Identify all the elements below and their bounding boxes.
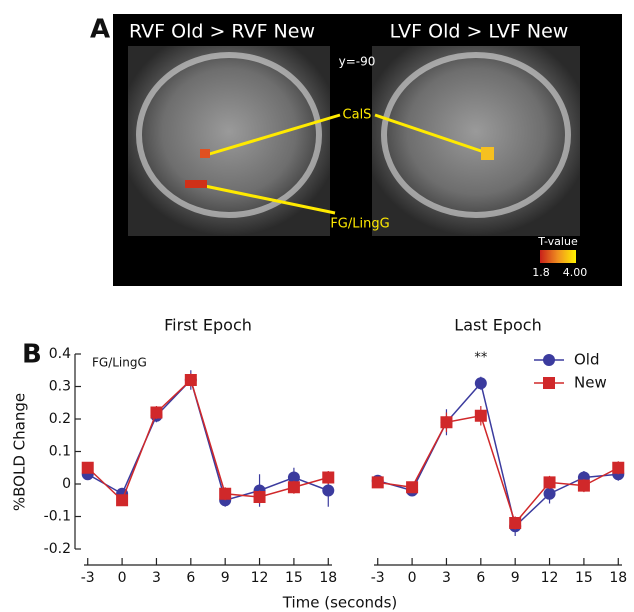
y-tick-label: 0.3 bbox=[49, 379, 71, 395]
x-tick-label: -3 bbox=[371, 570, 385, 586]
y-tick-label: -0.1 bbox=[44, 509, 71, 525]
x-tick-label: 15 bbox=[575, 570, 593, 586]
marker bbox=[116, 494, 128, 506]
legend-label: Old bbox=[574, 351, 600, 369]
marker bbox=[544, 476, 556, 488]
y-tick-label: 0 bbox=[62, 476, 71, 492]
colorbar-title: T-value bbox=[537, 235, 578, 248]
x-tick-label: 15 bbox=[285, 570, 303, 586]
region-label: CalS bbox=[343, 108, 372, 123]
marker bbox=[322, 472, 334, 484]
marker bbox=[578, 480, 590, 492]
legend-marker bbox=[543, 354, 555, 366]
x-tick-label: 0 bbox=[408, 570, 417, 586]
marker bbox=[150, 407, 162, 419]
x-tick-label: 6 bbox=[476, 570, 485, 586]
marker bbox=[406, 481, 418, 493]
region-label: FG/LingG bbox=[330, 217, 389, 232]
marker bbox=[288, 481, 300, 493]
y-tick-label: -0.2 bbox=[44, 541, 71, 557]
marker bbox=[372, 476, 384, 488]
marker bbox=[185, 374, 197, 386]
legend-marker bbox=[543, 377, 555, 389]
y-tick-label: 0.1 bbox=[49, 444, 71, 460]
x-tick-label: 12 bbox=[251, 570, 269, 586]
legend-label: New bbox=[574, 374, 607, 392]
marker bbox=[475, 377, 487, 389]
x-axis-label: Time (seconds) bbox=[282, 594, 398, 612]
colorbar bbox=[540, 250, 576, 263]
x-tick-label: 0 bbox=[118, 570, 127, 586]
x-tick-label: 3 bbox=[152, 570, 161, 586]
y-axis-label: %BOLD Change bbox=[11, 393, 29, 511]
x-tick-label: 18 bbox=[609, 570, 627, 586]
brain-image bbox=[128, 46, 330, 236]
marker bbox=[612, 462, 624, 474]
marker bbox=[82, 462, 94, 474]
marker bbox=[219, 488, 231, 500]
x-tick-label: 3 bbox=[442, 570, 451, 586]
chart-title: Last Epoch bbox=[454, 316, 541, 335]
colorbar-tick-label: 1.8 bbox=[532, 266, 550, 279]
chart-title: First Epoch bbox=[164, 316, 252, 335]
marker bbox=[544, 488, 556, 500]
marker bbox=[254, 491, 266, 503]
y-tick-label: 0.2 bbox=[49, 411, 71, 427]
y-tick-label: 0.4 bbox=[49, 346, 71, 362]
image-title: RVF Old > RVF New bbox=[129, 21, 315, 43]
panel-label: B bbox=[22, 340, 42, 370]
activation bbox=[200, 149, 210, 158]
x-tick-label: 12 bbox=[541, 570, 559, 586]
activation bbox=[185, 180, 207, 188]
figure: A RVF Old > RVF New LVF Old > LVF New y=… bbox=[0, 0, 634, 612]
series-line bbox=[378, 383, 619, 526]
activation bbox=[481, 147, 494, 160]
annotation: ** bbox=[474, 351, 488, 366]
marker bbox=[322, 485, 334, 497]
colorbar-tick-label: 4.00 bbox=[563, 266, 588, 279]
marker bbox=[509, 517, 521, 529]
x-tick-label: -3 bbox=[81, 570, 95, 586]
x-tick-label: 18 bbox=[319, 570, 337, 586]
annotation: FG/LingG bbox=[92, 356, 147, 370]
x-tick-label: 9 bbox=[221, 570, 230, 586]
marker bbox=[440, 416, 452, 428]
x-tick-label: 9 bbox=[511, 570, 520, 586]
panel-label: A bbox=[90, 15, 110, 45]
x-tick-label: 6 bbox=[186, 570, 195, 586]
image-title: LVF Old > LVF New bbox=[390, 21, 569, 43]
series-line bbox=[378, 416, 619, 523]
marker bbox=[475, 410, 487, 422]
brain-image bbox=[372, 46, 580, 236]
slice-label: y=-90 bbox=[339, 55, 376, 69]
